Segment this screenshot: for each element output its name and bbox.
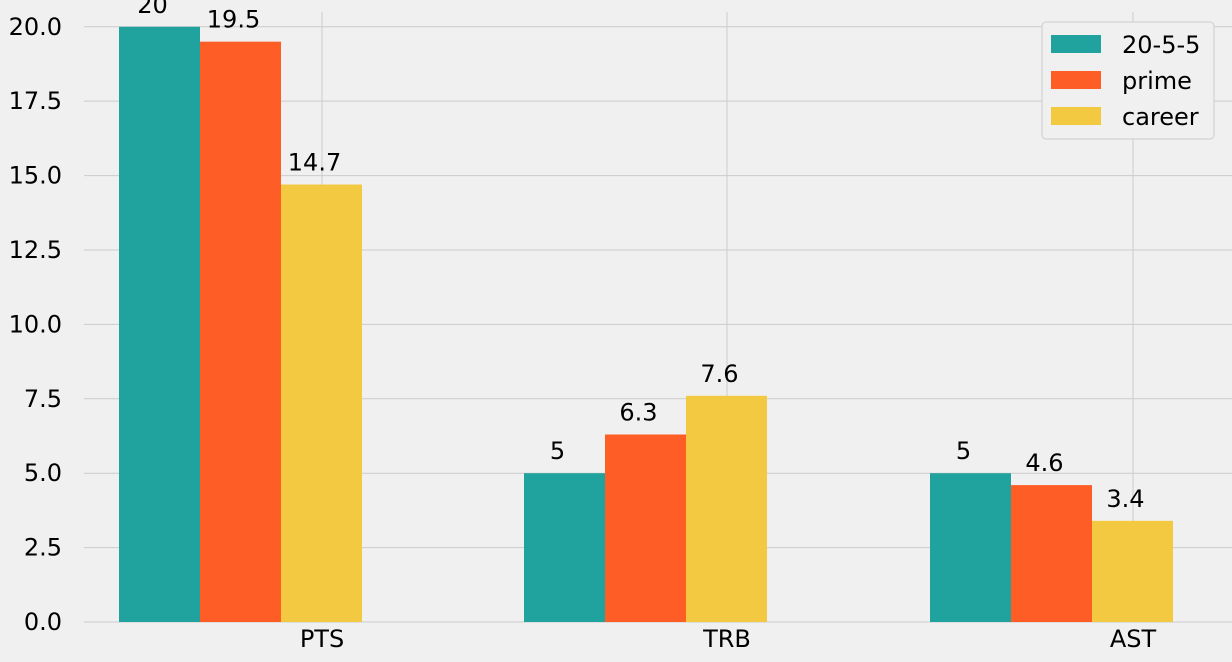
legend-swatch <box>1051 107 1101 125</box>
data-label: 3.4 <box>1106 485 1144 513</box>
y-tick-label: 15.0 <box>9 162 62 190</box>
y-tick-label: 2.5 <box>24 534 62 562</box>
data-label: 20 <box>137 0 168 19</box>
data-label: 6.3 <box>619 399 657 427</box>
x-tick-label: AST <box>1110 625 1157 653</box>
legend-label: prime <box>1122 67 1192 95</box>
data-label: 4.6 <box>1025 449 1063 477</box>
legend-label: career <box>1122 103 1199 131</box>
bar-career-pts <box>281 184 362 623</box>
y-tick-label: 17.5 <box>9 87 62 115</box>
y-axis-ticks: 0.0 2.5 5.0 7.5 10.0 12.5 15.0 17.5 20.0 <box>9 13 62 636</box>
bar-20-5-5-trb <box>524 473 605 622</box>
data-label: 5 <box>956 437 971 465</box>
y-tick-label: 10.0 <box>9 310 62 338</box>
bars <box>119 26 1173 623</box>
y-tick-label: 7.5 <box>24 385 62 413</box>
data-label: 19.5 <box>207 6 260 34</box>
x-tick-label: PTS <box>300 625 344 653</box>
y-tick-label: 12.5 <box>9 236 62 264</box>
legend: 20-5-5 prime career <box>1041 21 1215 140</box>
data-label: 5 <box>550 437 565 465</box>
data-labels: 20 5 5 19.5 6.3 4.6 14.7 7.6 3.4 <box>137 0 1144 513</box>
bar-20-5-5-ast <box>930 473 1011 622</box>
bar-20-5-5-pts <box>119 26 200 623</box>
legend-label: 20-5-5 <box>1122 31 1200 59</box>
bar-prime-ast <box>1011 485 1092 622</box>
bar-prime-trb <box>605 434 686 622</box>
legend-swatch <box>1051 35 1101 53</box>
y-tick-label: 5.0 <box>24 459 62 487</box>
data-label: 7.6 <box>700 360 738 388</box>
y-tick-label: 0.0 <box>24 608 62 636</box>
x-tick-label: TRB <box>702 625 751 653</box>
legend-swatch <box>1051 71 1101 89</box>
y-tick-label: 20.0 <box>9 13 62 41</box>
bar-prime-pts <box>200 41 281 622</box>
bar-career-trb <box>686 395 767 622</box>
bar-career-ast <box>1092 520 1173 622</box>
x-axis-ticks: PTS TRB AST <box>300 625 1157 653</box>
data-label: 14.7 <box>288 149 341 177</box>
